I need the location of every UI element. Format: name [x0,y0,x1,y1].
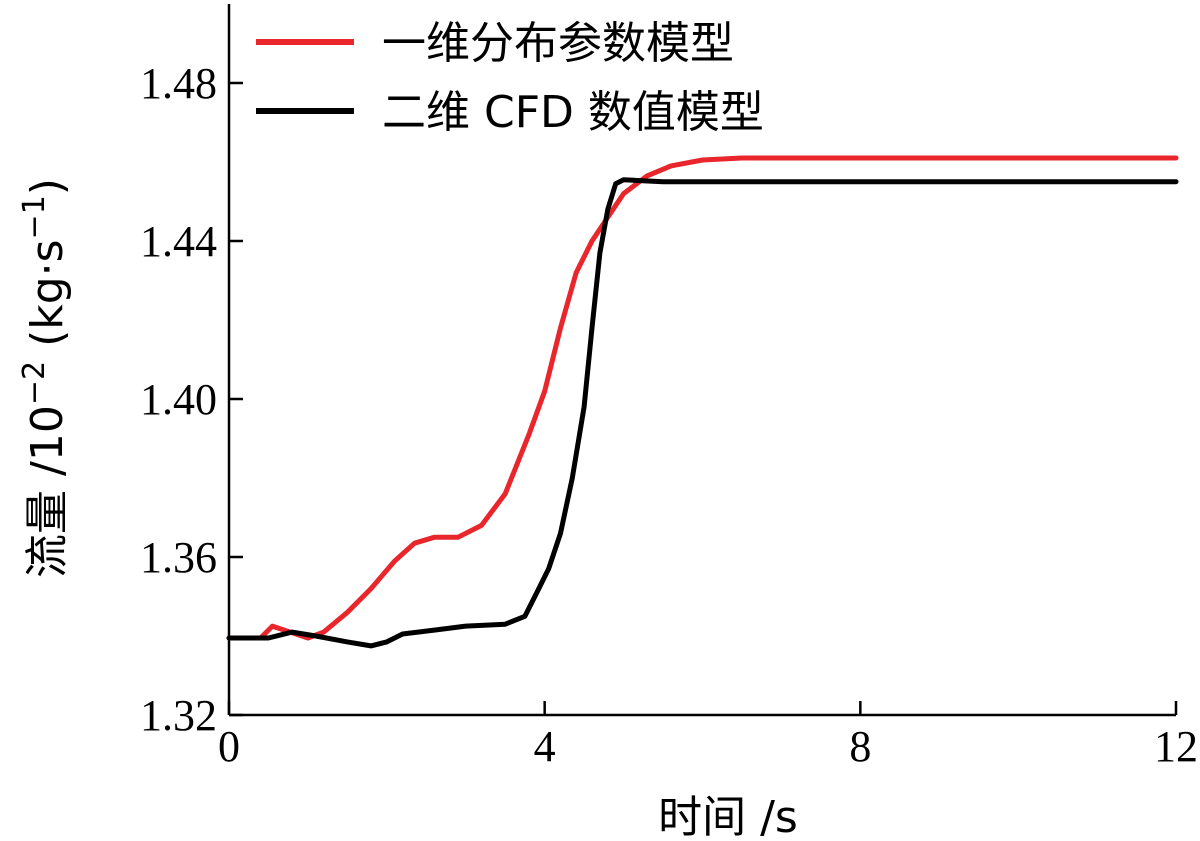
y-axis-title-unit: (kg·s [22,239,73,360]
y-tick-label: 1.40 [140,375,217,424]
legend-label-series-1: 一维分布参数模型 [382,18,734,69]
x-ticks: 0 4 8 12 [218,701,1198,771]
x-tick-label: 12 [1154,722,1198,771]
y-axis-title: 流量 /10−2 (kg·s−1) [17,178,73,578]
x-tick-label: 8 [849,722,871,771]
y-axis-title-unit-exp: −1 [17,195,52,239]
y-ticks: 1.32 1.36 1.40 1.44 1.48 [140,59,243,740]
legend: 一维分布参数模型 二维 CFD 数值模型 [256,18,764,138]
series-line-1 [226,155,1179,641]
y-tick-label: 1.36 [140,533,217,582]
y-axis-title-exp: −2 [17,361,52,405]
series-line-2 [226,177,1179,649]
legend-label-series-2: 二维 CFD 数值模型 [382,87,764,138]
series-layer [226,155,1179,649]
y-tick-label: 1.48 [140,59,217,108]
x-tick-label: 0 [218,722,240,771]
x-tick-label: 4 [534,722,556,771]
y-tick-label: 1.32 [140,691,217,740]
y-tick-label: 1.44 [140,217,217,266]
y-axis-title-main: 流量 /10 [22,405,73,578]
x-axis-title: 时间 /s [658,792,798,841]
y-axis-title-close: ) [22,178,73,195]
